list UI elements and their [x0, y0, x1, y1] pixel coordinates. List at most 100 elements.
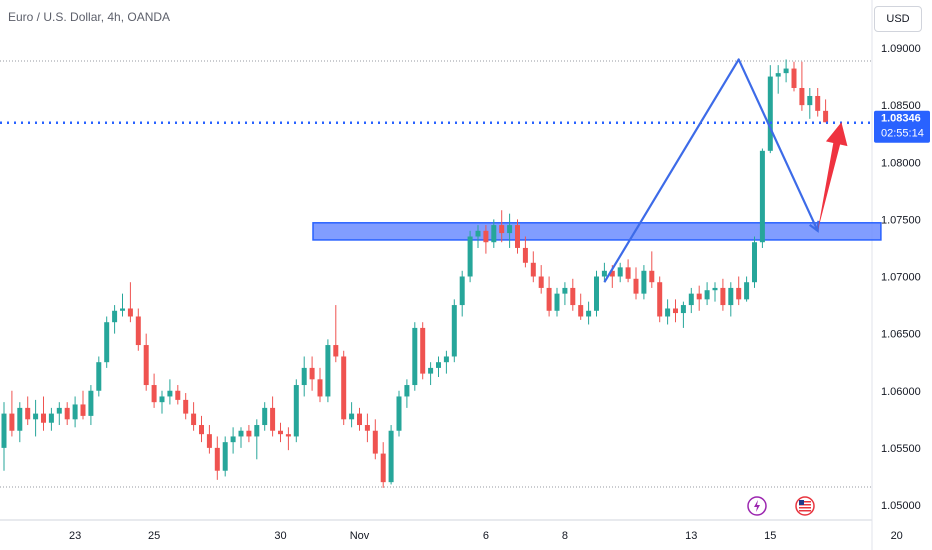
- candle-body: [515, 225, 520, 248]
- candle-body: [120, 308, 125, 311]
- y-tick-label: 1.08000: [881, 157, 921, 169]
- candle-body: [704, 290, 710, 300]
- candle-body: [601, 270, 607, 277]
- us-flag-event-icon[interactable]: [795, 496, 815, 516]
- support-zone[interactable]: [312, 222, 882, 241]
- x-tick-label: 23: [69, 530, 81, 542]
- candle-body: [633, 278, 639, 294]
- candle-body: [815, 95, 821, 111]
- candle-body: [214, 447, 220, 471]
- countdown-timer: 02:55:14: [881, 128, 924, 140]
- candle-body: [33, 413, 39, 420]
- candle-body: [752, 242, 757, 283]
- x-tick-label: 6: [483, 530, 489, 542]
- candle-body: [799, 87, 805, 106]
- candle-body: [41, 413, 46, 423]
- y-tick-label: 1.09000: [881, 43, 921, 55]
- candle-body: [135, 316, 141, 346]
- candle-body: [570, 287, 576, 306]
- blue-projection-path[interactable]: [603, 58, 819, 283]
- flag-stripe: [799, 501, 811, 503]
- candle-body: [744, 282, 750, 300]
- candle-body: [254, 425, 260, 437]
- flag-stripe: [799, 507, 811, 509]
- candle-body: [499, 225, 505, 234]
- candle-body: [1, 413, 7, 448]
- red-arrow[interactable]: [817, 122, 848, 231]
- candle-body: [325, 345, 331, 397]
- y-tick-label: 1.07000: [881, 272, 921, 284]
- candle-body: [609, 270, 615, 277]
- candle-body: [617, 267, 623, 277]
- candle-body: [333, 345, 339, 357]
- candle-body: [641, 270, 647, 294]
- candle-body: [127, 308, 133, 317]
- candle-body: [594, 276, 599, 311]
- candle-body: [728, 287, 734, 306]
- candle-body: [349, 413, 355, 420]
- candle-body: [159, 396, 165, 403]
- candle-body: [720, 287, 726, 306]
- candle-body: [9, 413, 15, 431]
- candle-body: [175, 390, 181, 400]
- candle-body: [546, 287, 552, 311]
- candle-body: [396, 396, 402, 431]
- candle-body: [673, 308, 678, 314]
- candle-body: [270, 407, 276, 431]
- candle-body: [475, 230, 481, 237]
- x-tick-label: 13: [685, 530, 697, 542]
- candle-body: [25, 407, 31, 420]
- candle-body: [665, 308, 671, 317]
- candle-body: [767, 76, 773, 151]
- candle-body: [191, 413, 197, 426]
- candle-body: [483, 230, 489, 243]
- y-tick-label: 1.05000: [881, 500, 921, 512]
- candle-body: [712, 287, 718, 291]
- candle-body: [48, 413, 54, 423]
- current-price-value: 1.08346: [881, 113, 921, 125]
- candle-body: [759, 150, 765, 243]
- lightning-bolt-icon: [754, 500, 760, 512]
- currency-button[interactable]: USD: [874, 6, 922, 32]
- candle-body: [657, 282, 663, 317]
- candle-body: [791, 68, 797, 88]
- candle-body: [428, 367, 434, 374]
- candle-body: [736, 287, 742, 300]
- flag-stripe: [799, 504, 811, 506]
- candle-body: [420, 327, 426, 374]
- candle-body: [688, 293, 694, 306]
- x-tick-label: 25: [148, 530, 160, 542]
- y-tick-label: 1.07500: [881, 214, 921, 226]
- candle-body: [112, 310, 118, 323]
- candle-body: [341, 356, 347, 420]
- candle-body: [443, 356, 449, 363]
- candle-body: [222, 442, 228, 471]
- candle-body: [167, 390, 173, 397]
- x-tick-label: 15: [764, 530, 776, 542]
- candle-body: [151, 385, 157, 403]
- y-tick-label: 1.08500: [881, 100, 921, 112]
- candle-body: [807, 95, 813, 106]
- candle-body: [56, 407, 62, 414]
- symbol-title: Euro / U.S. Dollar, 4h, OANDA: [8, 10, 171, 24]
- y-tick-label: 1.06000: [881, 386, 921, 398]
- candle-body: [680, 305, 686, 314]
- candle-body: [183, 399, 189, 414]
- y-tick-label: 1.05500: [881, 443, 921, 455]
- candle-body: [17, 407, 23, 431]
- candle-body: [285, 434, 291, 437]
- candle-body: [562, 287, 568, 294]
- candle-body: [262, 407, 268, 426]
- candle-body: [96, 362, 102, 391]
- candle-body: [530, 262, 536, 277]
- candle-body: [578, 305, 584, 317]
- candle-body: [459, 276, 465, 306]
- candle-body: [507, 225, 513, 234]
- candle-body: [80, 404, 86, 416]
- candle-body: [246, 430, 252, 437]
- candle-body: [783, 68, 789, 74]
- candle-body: [206, 434, 212, 448]
- candle-body: [649, 270, 655, 283]
